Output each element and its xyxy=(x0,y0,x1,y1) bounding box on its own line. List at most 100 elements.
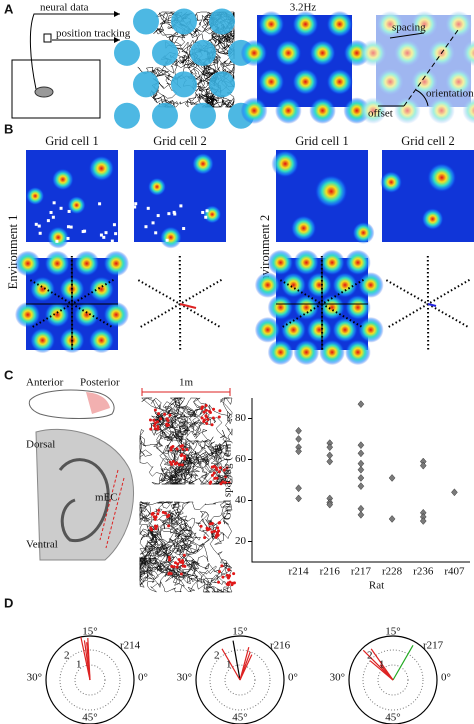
rat-label: r217 xyxy=(423,640,444,652)
unvisited-bin xyxy=(49,211,53,215)
firing-field xyxy=(394,39,421,67)
spike xyxy=(204,408,208,412)
point xyxy=(357,482,365,491)
spike xyxy=(210,423,214,427)
unvisited-bin xyxy=(110,239,114,243)
spike xyxy=(153,421,157,425)
orientation-line xyxy=(80,636,91,681)
point xyxy=(357,449,365,458)
unvisited-bin xyxy=(66,225,70,229)
annotation: position tracking xyxy=(56,28,131,40)
spike xyxy=(222,468,226,472)
angle-label: 0° xyxy=(441,672,451,684)
firing-field xyxy=(267,339,294,366)
spike xyxy=(182,553,186,557)
ring-label: 1 xyxy=(226,659,232,671)
environment-label: Environment 2 xyxy=(258,215,272,290)
unvisited-bin xyxy=(114,232,118,236)
spike xyxy=(181,447,185,451)
spike xyxy=(200,405,204,409)
firing-field xyxy=(332,316,358,343)
point xyxy=(451,488,458,497)
spike xyxy=(216,526,220,530)
annotation: Ventral xyxy=(26,539,58,551)
rat-label: r214 xyxy=(120,640,141,652)
firing-field xyxy=(427,162,457,193)
firing-field xyxy=(14,301,41,328)
spike xyxy=(213,529,217,533)
spike xyxy=(152,515,156,519)
spike xyxy=(227,568,231,572)
offset-vector xyxy=(179,303,197,309)
firing-field xyxy=(103,301,130,328)
trajectory xyxy=(139,397,233,485)
angle-label: 30° xyxy=(27,672,42,684)
spike xyxy=(206,528,210,532)
spike xyxy=(155,524,159,528)
firing-field xyxy=(292,68,319,96)
point xyxy=(419,517,427,525)
firing-field xyxy=(293,249,320,276)
spike xyxy=(203,536,207,540)
firing-field xyxy=(293,339,320,366)
unvisited-bin xyxy=(83,229,87,233)
spike xyxy=(177,463,181,467)
firing-field xyxy=(309,97,336,124)
orientation-line xyxy=(362,649,394,681)
spike xyxy=(208,410,212,414)
spike xyxy=(181,559,185,563)
firing-field xyxy=(345,249,371,276)
unvisited-bin xyxy=(173,212,177,216)
spike xyxy=(167,558,171,562)
firing-field xyxy=(306,272,333,298)
firing-field xyxy=(357,272,384,298)
spike xyxy=(171,459,175,463)
point xyxy=(419,461,427,470)
spike-cluster xyxy=(114,39,140,66)
spike xyxy=(169,572,173,576)
spike xyxy=(176,562,180,566)
spacing-arrow xyxy=(389,32,425,39)
axis-dots xyxy=(280,278,364,330)
point xyxy=(295,494,302,503)
point xyxy=(295,447,302,456)
spike-cluster xyxy=(114,102,140,129)
point xyxy=(388,515,396,523)
cell-title: Grid cell 1 xyxy=(45,134,98,148)
spike xyxy=(220,564,224,568)
unvisited-bin xyxy=(182,227,186,231)
polar-ring xyxy=(377,664,409,696)
spike-cluster xyxy=(133,8,159,35)
unvisited-bin xyxy=(133,205,137,209)
spike xyxy=(153,517,157,521)
firing-field xyxy=(380,171,403,194)
point xyxy=(295,426,302,435)
unvisited-bin xyxy=(167,212,171,216)
angle-label: 45° xyxy=(232,712,247,724)
axis-dots xyxy=(30,278,114,330)
angle-label: 0° xyxy=(138,672,148,684)
spike xyxy=(206,417,210,421)
unvisited-bin xyxy=(112,223,116,227)
annotation: Posterior xyxy=(80,377,120,389)
angle-label: 45° xyxy=(82,712,97,724)
spike xyxy=(199,524,203,528)
unvisited-bin xyxy=(172,210,176,214)
firing-field xyxy=(319,339,345,366)
spike-cluster xyxy=(190,102,216,129)
spike xyxy=(232,572,236,576)
firing-field xyxy=(44,250,71,277)
y-axis-label: Grid spacing (cm) xyxy=(222,440,234,520)
orientation-line xyxy=(392,645,414,681)
spike xyxy=(179,572,183,576)
firing-field xyxy=(306,316,333,343)
ring-label: 2 xyxy=(64,650,70,662)
point xyxy=(357,474,365,482)
spike xyxy=(181,564,185,568)
spike xyxy=(221,575,225,579)
orientation-line xyxy=(239,654,253,681)
firing-field xyxy=(240,97,268,124)
unvisited-bin xyxy=(156,214,160,218)
firing-field xyxy=(445,68,472,96)
firing-field xyxy=(428,97,455,124)
